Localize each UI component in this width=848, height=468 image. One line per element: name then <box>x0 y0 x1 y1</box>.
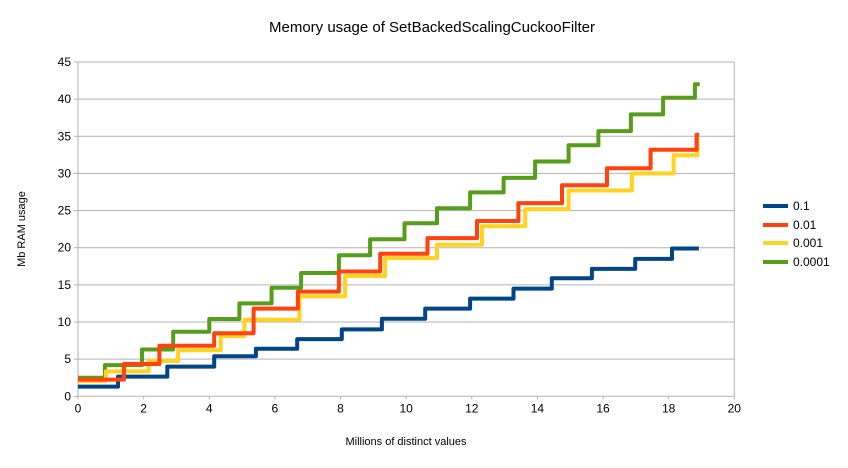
series-line-0.01 <box>78 132 700 382</box>
legend-swatch-0.001 <box>763 241 788 246</box>
chart-title: Memory usage of SetBackedScalingCuckooFi… <box>269 19 595 36</box>
legend-item-0.001: 0.001 <box>763 234 830 253</box>
x-tick-label-4: 4 <box>206 401 213 415</box>
y-tick-label-0: 0 <box>64 389 71 403</box>
y-axis-title: Mb RAM usage <box>16 191 28 267</box>
legend-label-0.01: 0.01 <box>793 217 817 232</box>
y-tick-label-30: 30 <box>58 166 72 180</box>
chart-legend: 0.1 0.01 0.001 0.0001 <box>763 197 830 271</box>
legend-item-0.0001: 0.0001 <box>763 253 830 272</box>
y-tick-label-20: 20 <box>58 241 72 255</box>
legend-swatch-0.0001 <box>763 259 788 264</box>
x-tick-label-18: 18 <box>662 401 676 415</box>
x-tick-label-8: 8 <box>337 401 344 415</box>
legend-label-0.0001: 0.0001 <box>793 254 830 269</box>
series-line-0.001 <box>78 137 700 384</box>
y-tick-label-40: 40 <box>58 92 72 106</box>
series-line-0.1 <box>78 246 699 389</box>
legend-label-0.001: 0.001 <box>793 236 824 251</box>
series-line-0.0001 <box>78 82 700 380</box>
legend-item-0.01: 0.01 <box>763 216 830 235</box>
x-tick-label-2: 2 <box>140 401 147 415</box>
x-tick-label-16: 16 <box>596 401 610 415</box>
x-tick-label-6: 6 <box>272 401 279 415</box>
x-axis-title: Millions of distinct values <box>345 436 467 448</box>
legend-item-0.1: 0.1 <box>763 197 830 216</box>
x-tick-label-10: 10 <box>399 401 413 415</box>
legend-label-0.1: 0.1 <box>793 199 810 214</box>
y-tick-label-5: 5 <box>64 352 71 366</box>
x-tick-label-12: 12 <box>465 401 479 415</box>
y-tick-label-15: 15 <box>58 278 72 292</box>
y-tick-label-10: 10 <box>58 315 72 329</box>
y-tick-label-25: 25 <box>58 204 72 218</box>
y-tick-label-45: 45 <box>58 55 72 69</box>
x-tick-label-0: 0 <box>75 401 82 415</box>
legend-swatch-0.01 <box>763 222 788 227</box>
x-tick-label-20: 20 <box>728 401 742 415</box>
x-tick-label-14: 14 <box>531 401 545 415</box>
legend-swatch-0.1 <box>763 204 788 209</box>
y-tick-label-35: 35 <box>58 129 72 143</box>
